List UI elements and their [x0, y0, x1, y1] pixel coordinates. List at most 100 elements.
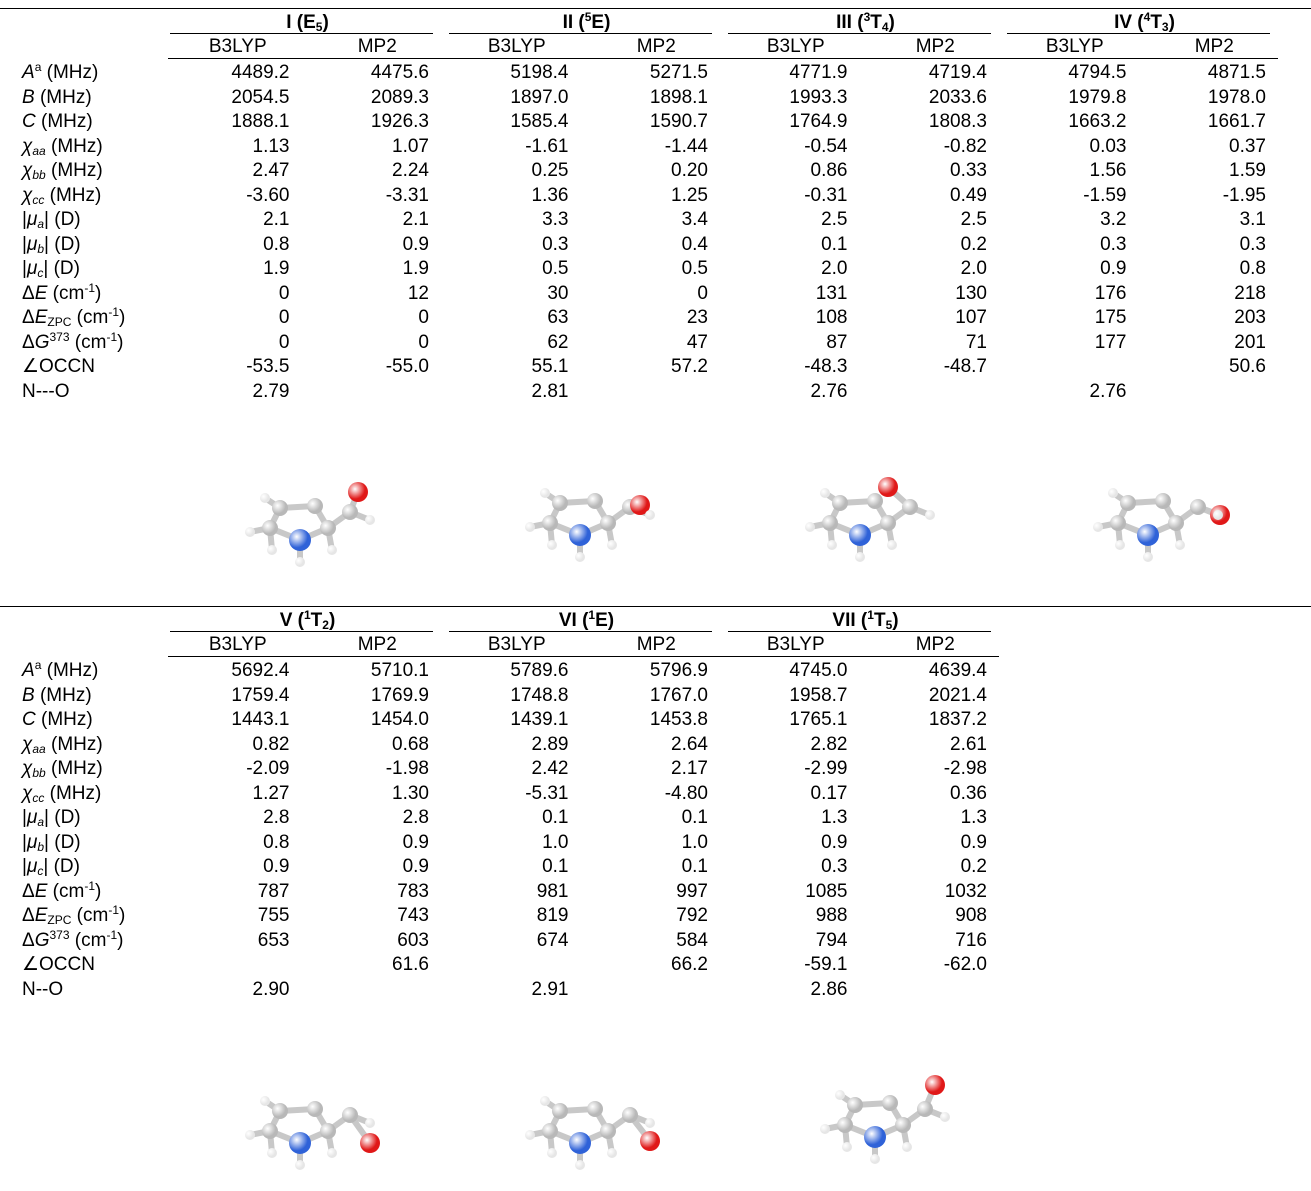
paren: )	[607, 610, 615, 631]
bottom-table-cell: 0.17	[810, 782, 848, 804]
top-table-cell: 1.25	[671, 184, 708, 206]
label-symbol: C	[22, 111, 36, 132]
top-method-header: B3LYP	[208, 36, 267, 57]
bottom-row-label: ΔEZPC (cm-1)	[22, 904, 125, 927]
oxygen-atom	[360, 1133, 380, 1153]
label-subscript: cc	[32, 192, 45, 207]
bottom-top-rule	[0, 606, 1311, 607]
carbon-atom	[272, 1103, 288, 1119]
bar: |	[44, 807, 49, 828]
top-table-cell: 4475.6	[370, 62, 429, 83]
delta-symbol: Δ	[22, 307, 35, 328]
bar: |	[43, 258, 49, 279]
bottom-table-cell: 5789.6	[510, 660, 569, 681]
oxygen-atom	[348, 482, 368, 502]
bottom-table-cell: 716	[955, 929, 987, 951]
top-row-label: B (MHz)	[22, 87, 92, 109]
top-table-cell: 0.37	[1229, 135, 1266, 157]
bottom-table-cell: 0.9	[821, 831, 848, 853]
carbon-atom	[552, 1103, 568, 1119]
label-symbol: N--O	[22, 978, 64, 1000]
hydrogen-atom	[260, 493, 270, 503]
bottom-table-cell: 603	[397, 929, 429, 951]
top-table-cell: 1590.7	[649, 111, 708, 132]
top-table-cell: 1661.7	[1207, 111, 1266, 132]
top-table-cell: 4719.4	[928, 62, 987, 83]
hydrogen-atom	[805, 522, 815, 532]
top-table-cell: 1663.2	[1068, 111, 1127, 132]
hydrogen-atom	[1143, 552, 1153, 562]
top-header-rule	[168, 58, 1278, 59]
top-row-label: ΔG373 (cm-1)	[22, 329, 123, 354]
top-row-label: |μc| (D)	[22, 258, 80, 280]
label-symbol: μ	[26, 258, 38, 279]
label-symbol: ∠OCCN	[22, 954, 95, 975]
bottom-row-label: ΔE (cm-1)	[22, 880, 101, 903]
top-conformer-header: IV (4T3)	[1005, 11, 1284, 34]
carbon-atom	[307, 498, 323, 514]
bottom-table-cell: 743	[397, 905, 429, 926]
top-table-cell: -1.95	[1222, 184, 1266, 206]
top-table-cell: 0.33	[950, 160, 987, 181]
label-symbol: B	[22, 86, 35, 108]
top-table-cell: 0.9	[1100, 258, 1127, 279]
label-unit: (MHz)	[34, 86, 92, 108]
bottom-table-cell: 4639.4	[928, 660, 987, 681]
label-subscript: aa	[32, 143, 46, 158]
nitrogen-atom	[289, 1132, 311, 1154]
hydrogen-atom	[1175, 540, 1185, 550]
top-conformer-rule	[728, 33, 991, 34]
bottom-table-cell: 0.1	[681, 807, 708, 828]
top-table-cell: 2.76	[1089, 380, 1127, 402]
label-unit: (MHz)	[41, 660, 99, 681]
label-superscript: 373	[49, 927, 70, 942]
label-unit: (cm	[69, 929, 107, 951]
hydrogen-atom	[267, 545, 277, 555]
bottom-table-cell: 1.3	[821, 807, 848, 828]
unit-superscript: -1	[108, 305, 119, 319]
top-table-cell: 0	[418, 307, 429, 328]
top-table-cell: -0.54	[804, 135, 848, 157]
top-table-cell: 176	[1094, 282, 1127, 304]
top-table-cell: 1993.3	[789, 86, 848, 108]
bottom-table-cell: 2.86	[810, 978, 848, 1000]
unit-close: )	[117, 929, 124, 951]
label-symbol: μ	[26, 856, 38, 877]
bottom-table-cell: 787	[257, 880, 290, 902]
top-table-cell: -0.31	[804, 184, 848, 206]
label-unit: (MHz)	[35, 709, 93, 730]
hydrogen-atom	[820, 1124, 830, 1134]
molecule-conformer-V	[245, 1096, 380, 1170]
top-table-cell: 3.1	[1239, 209, 1266, 230]
carbon-atom	[320, 520, 336, 536]
top-conformer-rule	[449, 33, 712, 34]
carbon-atom	[542, 515, 558, 531]
top-conformer-header: III (3T4)	[726, 11, 1005, 34]
conformer-label: VI (	[558, 610, 589, 631]
label-symbol: C	[22, 709, 36, 730]
bottom-table-cell: -1.98	[385, 758, 429, 779]
top-row-label: χcc (MHz)	[22, 185, 101, 207]
unit-close: )	[119, 307, 126, 328]
oxygen-atom	[640, 1131, 660, 1151]
top-table-cell: 62	[547, 331, 569, 353]
top-row-label: ∠OCCN	[22, 356, 95, 378]
bottom-conformer-header: VI (1E)	[447, 609, 726, 632]
bar: |	[22, 209, 27, 230]
top-table-cell: 0	[278, 282, 290, 304]
label-superscript: 373	[49, 329, 70, 344]
label-symbol: μ	[26, 209, 38, 230]
top-method-header: MP2	[1194, 36, 1234, 57]
label-unit: (MHz)	[45, 135, 103, 157]
state-letter: E	[303, 12, 316, 33]
state-letter: E	[591, 12, 605, 33]
bottom-table-cell: 2.17	[671, 758, 708, 779]
carbon-atom	[262, 1123, 278, 1139]
top-table-cell: 0.03	[1089, 135, 1127, 157]
bottom-table-cell: 1439.1	[510, 709, 569, 730]
delta-symbol: Δ	[22, 929, 35, 951]
bottom-table-cell: 0.1	[542, 856, 569, 877]
bar: |	[22, 831, 27, 853]
label-symbol: ∠OCCN	[22, 356, 95, 377]
top-table-cell: 1.36	[531, 184, 569, 206]
